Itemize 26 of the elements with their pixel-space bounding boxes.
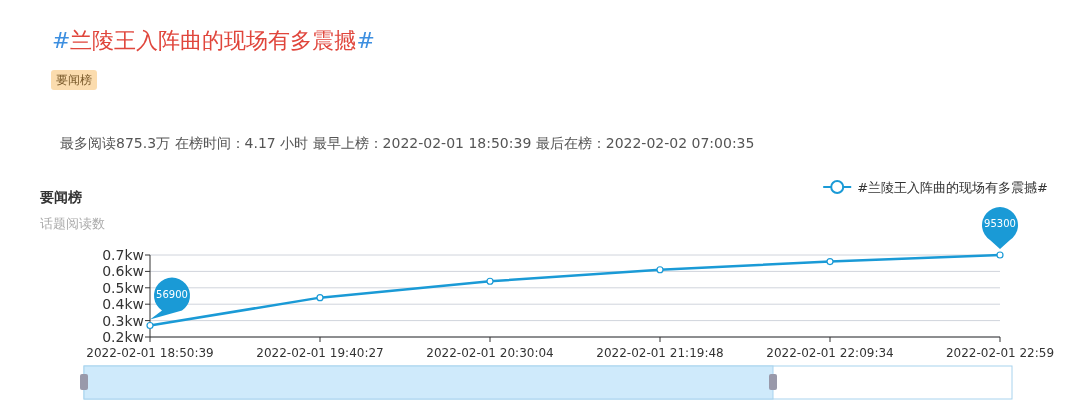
legend-label: #兰陵王入阵曲的现场有多震撼# — [857, 180, 1048, 195]
x-tick-label: 2022-02-01 21:19:48 — [596, 346, 724, 360]
annotation: 56900 — [156, 288, 188, 300]
x-tick-label: 2022-02-01 19:40:27 — [256, 346, 384, 360]
y-tick-label: 0.5kw — [102, 279, 144, 296]
x-tick-label: 2022-02-01 22:59 — [945, 346, 1055, 360]
y-tick-label: 0.7kw — [102, 247, 144, 263]
x-tick-label: 2022-02-01 18:50:39 — [86, 346, 214, 360]
point — [486, 277, 494, 285]
y-tick-label: 0.4kw — [102, 296, 144, 313]
x-tick-label: 2022-02-01 22:09:34 — [766, 346, 894, 360]
chart-title: #兰陵王入阵曲的现场有多震撼# — [52, 28, 375, 53]
annotation: 95300 — [984, 218, 1016, 229]
x-tick-label: 2022-02-01 20:30:04 — [426, 346, 554, 360]
y-axis-title: 话题阅读数 — [40, 216, 105, 231]
point — [656, 266, 664, 274]
point — [996, 251, 1004, 259]
y-tick-label: 0.2kw — [102, 329, 144, 345]
point — [146, 321, 154, 330]
point — [316, 294, 324, 302]
chart-subtitle: 要闻榜 — [56, 73, 92, 87]
point — [826, 257, 834, 266]
text: 要闻榜 — [39, 189, 82, 205]
y-tick-label: 0.6kw — [102, 263, 144, 280]
y-tick-label: 0.3kw — [102, 312, 144, 329]
text: 最多阅读875.3万 在榜时间：4.17 小时 最早上榜：2022-02-01 18:50:39 最后在榜：2022-02-02 07:00:35 — [60, 135, 755, 151]
